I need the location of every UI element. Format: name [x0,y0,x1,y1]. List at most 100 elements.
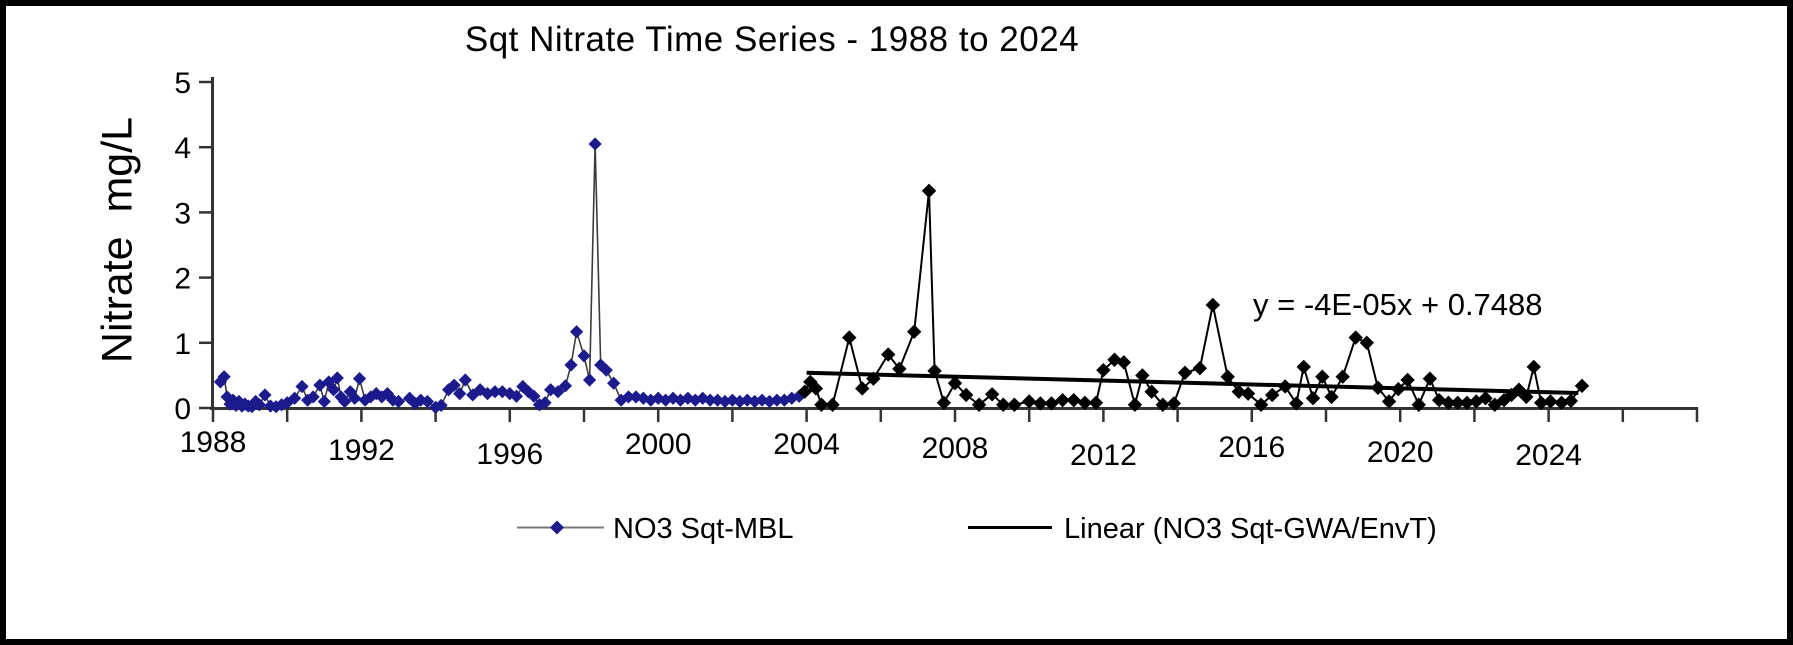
data-point-diamond [1496,392,1512,408]
data-point-diamond [797,384,812,399]
data-point-diamond [666,391,680,405]
data-point-diamond [748,394,762,409]
data-point-diamond [1177,365,1193,380]
x-tick-label: 1996 [476,438,543,471]
data-point-diamond [358,393,372,407]
legend-item-linear-trend: Linear (NO3 Sqt-GWA/EnvT) [968,513,1437,545]
data-point-diamond [1088,395,1104,410]
data-point-diamond [364,390,378,404]
data-point-diamond [429,400,443,414]
data-point-diamond [1348,330,1363,345]
data-point-diamond [447,378,461,392]
data-point-diamond [249,394,263,409]
data-point-diamond [343,385,357,399]
data-point-diamond [1441,395,1456,410]
data-point-diamond [842,330,857,345]
data-point-diamond [1192,361,1208,376]
x-tick-label: 2012 [1070,439,1137,472]
data-point-diamond [1253,397,1269,412]
x-tick-label: 2024 [1515,439,1582,472]
data-point-diamond [629,390,643,404]
data-point-diamond [1324,389,1339,405]
data-point-diamond [1022,394,1037,409]
data-point-diamond [996,397,1011,412]
data-point-diamond [582,373,597,387]
data-point-diamond [703,393,717,407]
data-point-diamond [892,361,907,377]
data-point-diamond [1240,386,1256,401]
data-point-diamond [659,393,673,407]
data-point-diamond [1563,393,1579,409]
data-point-diamond [1116,355,1132,370]
data-point-diamond [538,396,552,410]
data-point-diamond [718,394,732,409]
data-point-diamond [348,391,362,405]
y-tick-label: 5 [174,67,191,100]
data-point-diamond [1055,392,1070,408]
data-point-diamond [1296,359,1311,375]
data-point-diamond [295,379,309,394]
legend: NO3 Sqt-MBL Linear (NO3 Sqt-GWA/EnvT) [517,513,1437,545]
data-point-diamond [527,389,541,403]
data-point-diamond [644,393,658,407]
data-point-diamond [1335,369,1350,384]
data-point-diamond [1289,396,1304,411]
data-point-diamond [740,393,754,407]
data-point-diamond [301,393,315,407]
data-point-diamond [544,383,558,397]
data-point-diamond [330,371,344,385]
data-point-diamond [1265,387,1280,403]
data-point-diamond [1077,395,1093,410]
x-tick-label: 1992 [328,434,395,467]
data-point-diamond [1315,369,1330,384]
trendline [806,370,1579,396]
data-point-diamond [636,391,650,405]
data-point-diamond [1411,397,1426,412]
data-point-diamond [1533,395,1549,410]
data-point-diamond [588,137,602,151]
data-point-diamond [855,381,870,396]
data-point-diamond [551,385,565,399]
data-point-diamond [1554,395,1569,410]
y-tick-label: 1 [174,328,191,361]
data-point-diamond [288,391,302,405]
x-tick-label: 2004 [773,428,840,461]
data-point-diamond [258,388,272,402]
chart-title: Sqt Nitrate Time Series - 1988 to 2024 [464,20,1080,59]
data-point-diamond [762,394,777,409]
data-point-diamond [391,394,406,409]
data-point-diamond [420,394,435,409]
data-point-diamond [1135,368,1150,383]
data-point-diamond [808,381,824,396]
data-point-diamond [220,390,234,404]
data-point-diamond [1144,384,1159,399]
data-point-diamond [971,397,987,412]
data-point-diamond [503,387,517,401]
data-point-diamond [881,347,896,362]
data-point-diamond [785,391,799,405]
legend-label-mbl: NO3 Sqt-MBL [613,513,794,545]
data-point-diamond [326,383,341,397]
data-point-diamond [947,376,963,391]
data-point-diamond [569,325,584,339]
y-axis-title: Nitrate mg/L [93,116,142,364]
y-tick-label: 3 [174,197,191,230]
x-tick-label: 1988 [180,426,247,459]
legend-item-no3-sqt-mbl: NO3 Sqt-MBL [517,513,794,545]
data-point-diamond [453,387,467,401]
data-point-diamond [906,324,922,339]
series-line-mbl [219,143,800,409]
data-point-diamond [414,393,428,407]
data-point-diamond [252,398,266,412]
data-point-diamond [621,390,636,404]
diamond-marker-icon [550,520,564,535]
data-point-diamond [558,379,573,393]
data-point-diamond [1543,394,1558,409]
data-point-diamond [777,393,791,407]
data-point-diamond [958,387,974,403]
data-point-diamond [733,394,747,409]
data-point-diamond [245,400,259,414]
data-point-diamond [213,375,228,389]
